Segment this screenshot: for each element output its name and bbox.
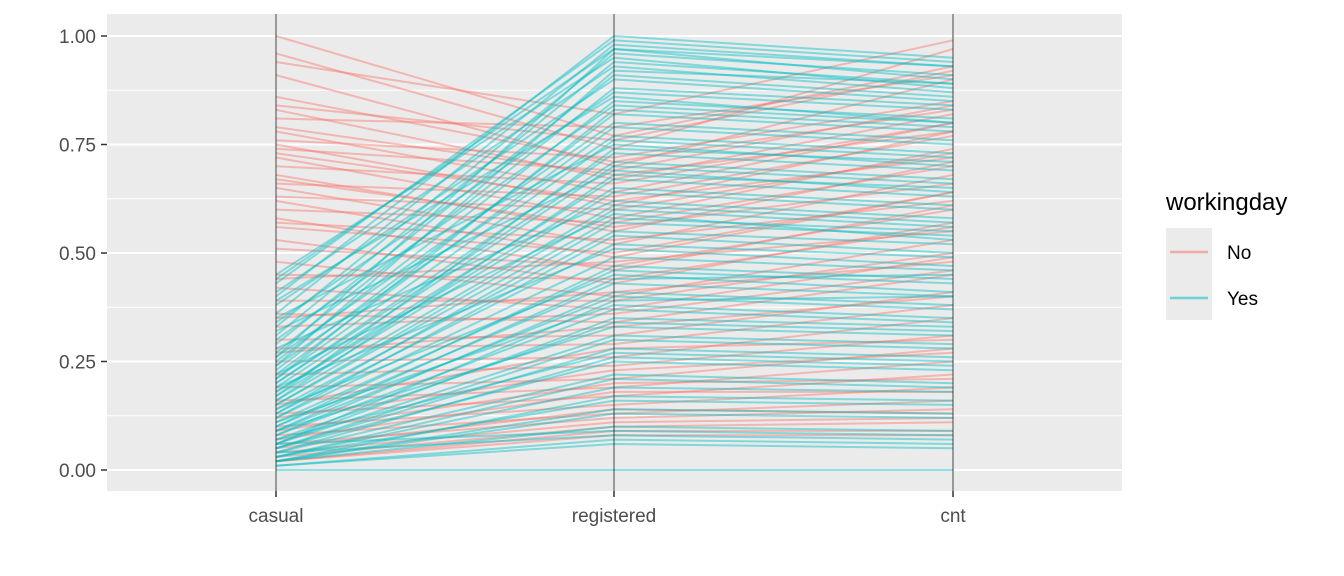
- y-axis: 0.00 0.25 0.50 0.75 1.00: [59, 27, 107, 482]
- x-tick-label-cnt: cnt: [940, 506, 966, 527]
- x-tick-label-casual: casual: [249, 506, 304, 527]
- x-tick-label-registered: registered: [572, 506, 657, 527]
- legend-label-yes: Yes: [1227, 289, 1258, 310]
- y-tick-label: 0.50: [59, 244, 96, 265]
- legend-entries: No Yes: [1170, 243, 1258, 310]
- y-tick-label: 0.00: [59, 461, 96, 482]
- legend-key-background: [1166, 228, 1212, 320]
- axis-lines: [275, 14, 954, 491]
- y-tick-label: 0.75: [59, 136, 96, 157]
- legend-label-no: No: [1227, 243, 1251, 264]
- y-tick-label: 0.25: [59, 353, 96, 374]
- x-axis: casual registered cnt: [249, 491, 966, 527]
- legend: workingday No Yes: [1165, 189, 1287, 320]
- y-tick-label: 1.00: [59, 27, 96, 48]
- legend-title: workingday: [1165, 189, 1287, 216]
